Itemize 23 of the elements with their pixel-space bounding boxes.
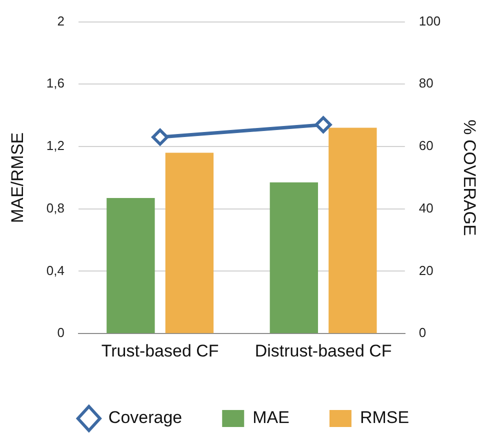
bar (165, 152, 214, 334)
y2-tick-label: 20 (418, 262, 434, 278)
y-tick-label: 2 (57, 13, 64, 28)
y2-tick-label: 40 (418, 200, 434, 216)
y-tick-label: 0,8 (46, 200, 64, 216)
y2-tick-label: 80 (418, 76, 434, 91)
x-tick-label: Trust-based CF (101, 341, 219, 360)
y-tick-label: 1,6 (46, 76, 64, 91)
legend-label: RMSE (360, 408, 410, 428)
y2-tick-label: 0 (418, 325, 426, 340)
bar (106, 198, 155, 334)
y2-axis-title: % COVERAGE (460, 120, 480, 236)
y-tick-label: 1,2 (46, 138, 64, 154)
y2-tick-label: 100 (418, 13, 441, 28)
y2-tick-label: 60 (418, 138, 434, 154)
y-tick-label: 0,4 (46, 262, 64, 278)
x-tick-label: Distrust-based CF (254, 341, 392, 360)
legend-label: Coverage (108, 408, 182, 428)
y-tick-label: 0 (57, 325, 64, 340)
legend-label: MAE (252, 408, 290, 428)
bar (328, 128, 377, 334)
y-axis-title: MAE/RMSE (8, 132, 27, 224)
bar (270, 182, 318, 334)
